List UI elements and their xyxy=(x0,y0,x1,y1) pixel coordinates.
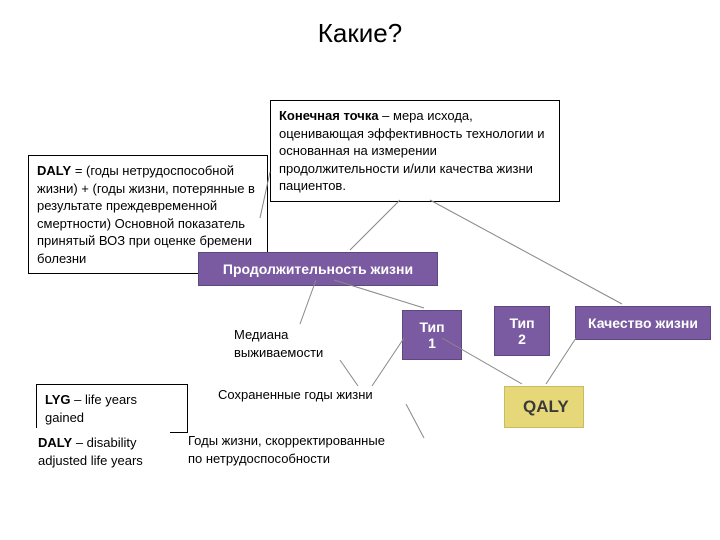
median-text: Медиана выживаемости xyxy=(234,326,323,361)
median-line1: Медиана xyxy=(234,326,323,344)
daly-def-box: DALY – disability adjusted life years xyxy=(30,428,170,475)
adjusted-line2: по нетрудоспособности xyxy=(188,450,385,468)
lyg-box: LYG – life years gained xyxy=(36,384,188,433)
adjusted-years-text: Годы жизни, скорректированные по нетрудо… xyxy=(188,432,385,467)
type1-box: Тип 1 xyxy=(402,310,462,360)
life-duration-box: Продолжительность жизни xyxy=(198,252,438,286)
lyg-bold: LYG xyxy=(45,392,71,407)
endpoint-box: Конечная точка – мера исхода, оценивающа… xyxy=(270,100,560,202)
type2-box: Тип 2 xyxy=(494,306,550,356)
quality-box: Качество жизни xyxy=(575,306,711,340)
qaly-box: QALY xyxy=(504,386,584,428)
saved-years-text: Сохраненные годы жизни xyxy=(218,386,373,404)
daly-rest: = (годы нетрудоспособной жизни) + (годы … xyxy=(37,163,255,266)
adjusted-line1: Годы жизни, скорректированные xyxy=(188,432,385,450)
page-title: Какие? xyxy=(0,0,720,49)
daly-bold: DALY xyxy=(37,163,71,178)
endpoint-bold: Конечная точка xyxy=(279,108,379,123)
median-line2: выживаемости xyxy=(234,344,323,362)
daly-def-bold: DALY xyxy=(38,435,72,450)
